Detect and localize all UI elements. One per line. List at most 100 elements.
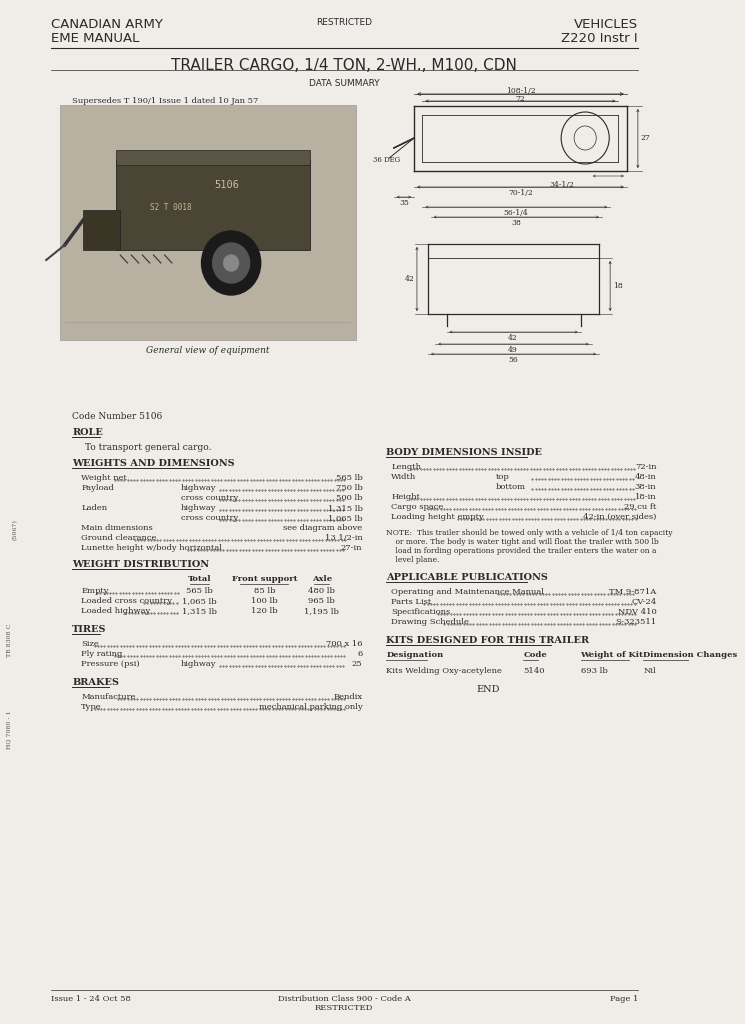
Text: TIRES: TIRES: [72, 625, 107, 634]
FancyBboxPatch shape: [83, 210, 120, 250]
Text: Laden: Laden: [81, 504, 107, 512]
Text: Total: Total: [188, 575, 212, 583]
Text: 13 1/2-in: 13 1/2-in: [325, 534, 362, 542]
Text: 49: 49: [508, 346, 518, 354]
Text: 1,315 lb: 1,315 lb: [183, 607, 217, 615]
Text: Width: Width: [391, 473, 416, 481]
Text: BODY DIMENSIONS INSIDE: BODY DIMENSIONS INSIDE: [387, 449, 542, 457]
Text: RESTRICTED: RESTRICTED: [316, 18, 372, 27]
Text: 1,065 lb: 1,065 lb: [183, 597, 217, 605]
Text: NDV 410: NDV 410: [618, 608, 656, 616]
Text: highway: highway: [181, 504, 217, 512]
Text: Supersedes T 190/1 Issue 1 dated 10 Jan 57: Supersedes T 190/1 Issue 1 dated 10 Jan …: [72, 97, 259, 105]
Text: Ply rating: Ply rating: [81, 650, 123, 658]
Text: or more. The body is water tight and will float the trailer with 500 lb: or more. The body is water tight and wil…: [387, 538, 659, 546]
Text: Axle: Axle: [311, 575, 332, 583]
Text: highway: highway: [181, 484, 217, 492]
Text: Length: Length: [391, 463, 421, 471]
Text: bottom: bottom: [495, 483, 525, 490]
Text: Front support: Front support: [232, 575, 297, 583]
Text: highway: highway: [181, 660, 217, 668]
Text: NOTE:  This trailer should be towed only with a vehicle of 1/4 ton capacity: NOTE: This trailer should be towed only …: [387, 529, 673, 537]
Text: 48-in: 48-in: [635, 473, 656, 481]
Text: Z220 Instr I: Z220 Instr I: [561, 32, 638, 45]
Text: Empty: Empty: [81, 587, 109, 595]
Text: 70-1/2: 70-1/2: [508, 189, 533, 197]
Text: 120 lb: 120 lb: [251, 607, 278, 615]
Text: CANADIAN ARMY: CANADIAN ARMY: [51, 18, 162, 31]
Text: General view of equipment: General view of equipment: [146, 346, 270, 355]
Text: Distribution Class 900 - Code A
RESTRICTED: Distribution Class 900 - Code A RESTRICT…: [278, 995, 410, 1012]
Text: 35: 35: [399, 199, 409, 207]
Text: 25: 25: [352, 660, 362, 668]
Text: Kits Welding Oxy-acetylene: Kits Welding Oxy-acetylene: [387, 667, 502, 675]
Text: VEHICLES: VEHICLES: [574, 18, 638, 31]
Text: Lunette height w/body horizontal: Lunette height w/body horizontal: [81, 544, 222, 552]
Text: 42: 42: [508, 334, 518, 342]
Text: 38-in: 38-in: [635, 483, 656, 490]
Text: CV-24: CV-24: [631, 598, 656, 606]
Text: 72-in: 72-in: [635, 463, 656, 471]
Text: ROLE: ROLE: [72, 428, 103, 437]
Text: 700 x 16: 700 x 16: [326, 640, 362, 648]
Text: 565 lb: 565 lb: [336, 474, 362, 482]
Text: 36 DEG: 36 DEG: [373, 156, 401, 164]
Text: Drawing Schedule: Drawing Schedule: [391, 618, 469, 626]
Text: Code: Code: [523, 651, 547, 659]
Text: 42: 42: [405, 275, 414, 283]
Text: Size: Size: [81, 640, 99, 648]
Text: 1,195 lb: 1,195 lb: [304, 607, 339, 615]
Text: 693 lb: 693 lb: [580, 667, 607, 675]
Text: Code Number 5106: Code Number 5106: [72, 412, 162, 421]
Text: 34-1/2: 34-1/2: [550, 181, 574, 189]
Text: Issue 1 - 24 Oct 58: Issue 1 - 24 Oct 58: [51, 995, 130, 1002]
Text: 56-1/4: 56-1/4: [504, 209, 528, 217]
Text: Nil: Nil: [644, 667, 656, 675]
FancyBboxPatch shape: [60, 105, 356, 340]
Circle shape: [202, 231, 261, 295]
Text: BRAKES: BRAKES: [72, 678, 119, 687]
FancyBboxPatch shape: [115, 150, 310, 165]
Text: 29 cu ft: 29 cu ft: [624, 503, 656, 511]
Text: 27-in: 27-in: [341, 544, 362, 552]
Text: top: top: [495, 473, 510, 481]
Text: 38: 38: [511, 219, 521, 227]
Text: EME MANUAL: EME MANUAL: [51, 32, 139, 45]
Text: Height: Height: [391, 493, 420, 501]
Text: 85 lb: 85 lb: [253, 587, 275, 595]
Text: To transport general cargo.: To transport general cargo.: [85, 443, 212, 452]
Text: Cargo space: Cargo space: [391, 503, 443, 511]
Text: 1,065 lb: 1,065 lb: [328, 514, 362, 522]
Text: WEIGHT DISTRIBUTION: WEIGHT DISTRIBUTION: [72, 560, 209, 569]
Text: 500 lb: 500 lb: [336, 494, 362, 502]
Circle shape: [212, 243, 250, 283]
Text: 565 lb: 565 lb: [186, 587, 213, 595]
Text: Weight of Kit: Weight of Kit: [580, 651, 644, 659]
Text: TB 8308 C: TB 8308 C: [7, 624, 12, 656]
Text: WEIGHTS AND DIMENSIONS: WEIGHTS AND DIMENSIONS: [72, 459, 235, 468]
Text: 72: 72: [516, 95, 525, 103]
Text: Pressure (psi): Pressure (psi): [81, 660, 140, 668]
Text: Parts List: Parts List: [391, 598, 431, 606]
Text: 480 lb: 480 lb: [308, 587, 335, 595]
Text: TRAILER CARGO, 1/4 TON, 2-WH., M100, CDN: TRAILER CARGO, 1/4 TON, 2-WH., M100, CDN: [171, 58, 517, 73]
Text: END: END: [476, 685, 500, 694]
Text: Page 1: Page 1: [609, 995, 638, 1002]
Text: 965 lb: 965 lb: [308, 597, 335, 605]
Text: S-323511: S-323511: [615, 618, 656, 626]
Text: 5140: 5140: [523, 667, 545, 675]
Text: DATA SUMMARY: DATA SUMMARY: [308, 79, 379, 88]
Text: Payload: Payload: [81, 484, 114, 492]
Text: Weight net: Weight net: [81, 474, 127, 482]
Text: cross country: cross country: [181, 494, 238, 502]
FancyBboxPatch shape: [115, 160, 310, 250]
Text: 56: 56: [508, 356, 518, 364]
Text: Manufacture: Manufacture: [81, 693, 136, 701]
Text: Loading height empty: Loading height empty: [391, 513, 484, 521]
Text: 42-in (over sides): 42-in (over sides): [583, 513, 656, 521]
Text: 18: 18: [613, 282, 623, 290]
Text: (5067): (5067): [12, 519, 17, 541]
Text: 18-in: 18-in: [635, 493, 656, 501]
Text: 1,315 lb: 1,315 lb: [328, 504, 362, 512]
Text: Loaded cross country: Loaded cross country: [81, 597, 172, 605]
